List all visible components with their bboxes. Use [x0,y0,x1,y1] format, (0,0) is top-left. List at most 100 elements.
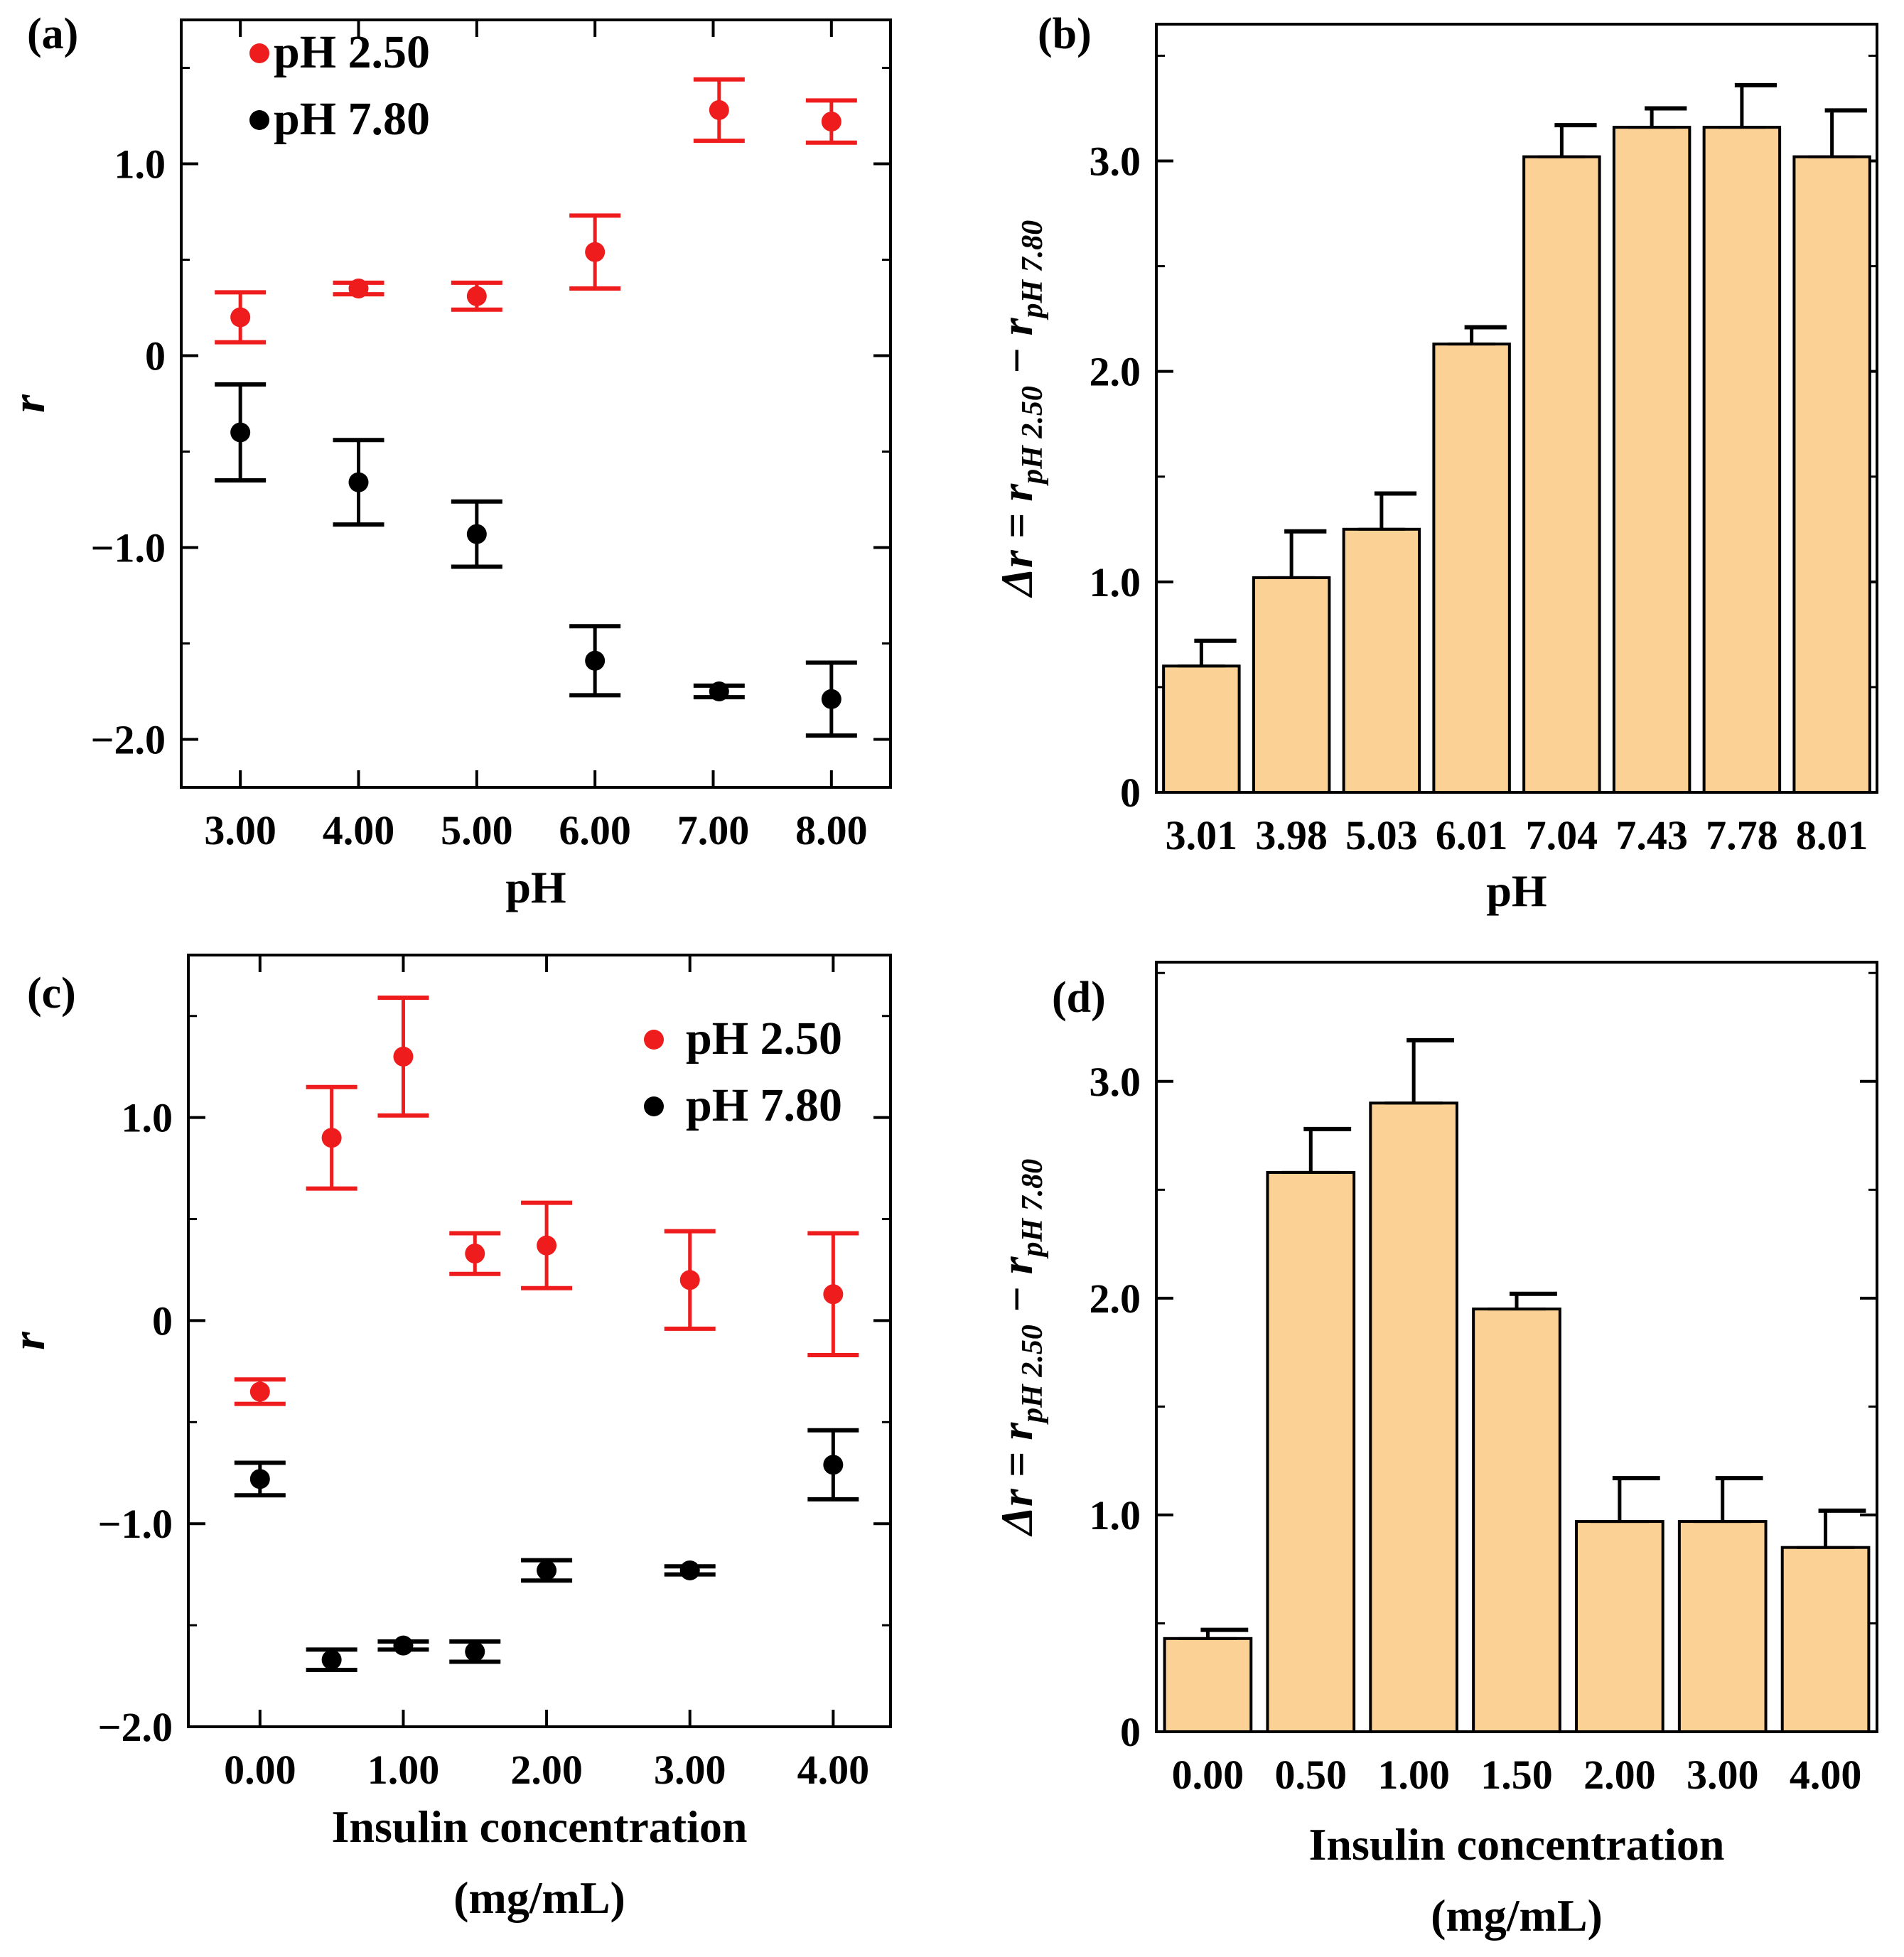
data-point [466,524,487,544]
x-tick-label-d: 0.00 [1172,1752,1244,1798]
panel-d: 0 1.0 2.0 3.0 0.00 0.50 1.00 1.50 2.00 3.00 4.00 In… [991,961,1878,1941]
data-point [230,307,251,328]
y-axis-label-d: Δr = rpH 2.50 − rpH 7.80 [991,1159,1049,1537]
x-tick-label-a: 4.00 [323,807,395,853]
y-tick-label-a: −1.0 [90,525,166,571]
y-axis-label-part: pH 7.80 [1016,220,1049,320]
x-tick-label-b: 8.01 [1796,812,1868,858]
x-tick-label-d: 3.00 [1687,1752,1759,1798]
x-tick-label-b: 7.04 [1526,812,1598,858]
bar [1432,343,1511,794]
x-tick-label-b: 3.01 [1166,812,1238,858]
x-tick-label-c: 2.00 [510,1747,583,1793]
x-tick-label-a: 6.00 [559,807,631,853]
data-point [465,1641,485,1662]
bar [1780,1546,1871,1734]
data-point [709,99,729,120]
data-point [321,1128,342,1148]
y-tick-label-b: 0 [1120,770,1141,816]
legend-label: pH 2.50 [686,1013,842,1064]
x-tick-label-d: 4.00 [1790,1752,1862,1798]
y-tick-label-a: −2.0 [90,717,166,763]
data-point [679,1270,700,1290]
data-point [821,689,841,709]
x-tick-label-d: 2.00 [1583,1752,1656,1798]
data-point [585,650,606,671]
data-point [823,1455,844,1475]
y-axis-label-b: Δr = rpH 2.50 − rpH 7.80 [991,220,1049,598]
bar [1252,576,1331,794]
y-tick-label-d: 1.0 [1090,1492,1141,1538]
x-tick-label-b: 5.03 [1345,812,1418,858]
x-tick-label-c: 0.00 [224,1747,296,1793]
legend-a: pH 2.50 pH 7.80 [249,26,430,145]
bar [1369,1101,1458,1733]
panel-label: (c) [27,969,76,1018]
x-tick-label-b: 7.43 [1615,812,1688,858]
panel-label: (a) [27,10,78,58]
data-point [465,1244,485,1264]
series-1-c [234,1428,859,1672]
legend-marker [249,110,269,130]
y-tick-label-a: 0 [145,333,166,379]
y-tick-label-c: −2.0 [97,1704,173,1750]
legend-label: pH 2.50 [274,26,430,78]
bars-b [1162,82,1871,794]
bars-d [1163,1037,1871,1734]
series-1-a [215,382,857,738]
y-tick-label-c: 1.0 [122,1095,173,1141]
x-axis-label-b: pH [1486,866,1547,916]
plot-frame-b [1155,23,1878,794]
y-tick-label-a: 1.0 [114,141,166,188]
x-tick-label-a: 8.00 [795,807,868,853]
plot-frame-a [180,18,892,789]
y-axis-label-part: pH 2.50 [1016,1325,1049,1425]
x-tick-label-c: 3.00 [654,1747,726,1793]
panel-label: (d) [1052,974,1106,1022]
legend-marker [644,1030,664,1050]
x-tick-label-b: 6.01 [1436,812,1508,858]
series-0-c [234,996,859,1406]
y-tick-label-b: 1.0 [1090,559,1141,605]
bar [1266,1170,1356,1733]
panel-c: −2.0 −1.0 0 1.0 0.00 1.00 2.00 3.00 4.00 Insulin … [3,954,892,1923]
x-tick-label-c: 4.00 [797,1747,870,1793]
x-tick-label-c: 1.00 [367,1747,440,1793]
data-point [709,681,729,701]
x-tick-label-d: 1.50 [1480,1752,1553,1798]
x-axis-label-d: Insulin concentration [1309,1819,1725,1870]
data-point [249,1469,270,1489]
bar [1472,1308,1561,1733]
data-point [321,1649,342,1670]
x-tick-label-b: 7.78 [1706,812,1778,858]
y-tick-label-b: 3.0 [1090,139,1141,185]
data-point [393,1635,414,1656]
x-axis-label-2-c: (mg/mL) [453,1872,625,1923]
series-0-a [215,77,857,345]
data-point [821,112,841,132]
panel-a: −2.0 −1.0 0 1.0 3.00 4.00 5.00 6.00 7.00 8.00 pH r p… [3,18,892,912]
x-tick-label-d: 0.50 [1275,1752,1348,1798]
y-axis-label-part: Δr = r [991,1422,1042,1538]
y-axis-label-c: r [3,1331,55,1350]
y-tick-label-d: 3.0 [1090,1059,1141,1105]
y-axis-label-part: − r [991,1256,1042,1325]
legend-marker [644,1096,664,1116]
legend-label: pH 7.80 [274,93,430,145]
data-point [249,1381,270,1402]
y-axis-label-part: pH 2.50 [1016,386,1049,486]
panel-label: (b) [1038,10,1092,58]
panel-b: 0 1.0 2.0 3.0 3.01 3.98 5.03 6.01 7.04 7.43 7.78 8.… [991,23,1878,916]
y-tick-label-d: 2.0 [1090,1276,1141,1322]
y-tick-label-b: 2.0 [1090,349,1141,395]
data-point [230,422,251,443]
x-tick-label-a: 7.00 [677,807,750,853]
x-axis-label-a: pH [505,862,566,912]
bar [1163,1637,1253,1734]
x-tick-label-b: 3.98 [1255,812,1328,858]
bar [1342,527,1421,794]
y-axis-label-part: − r [991,317,1042,386]
y-axis-label-part: Δr = r [991,483,1042,599]
bar [1792,155,1871,794]
